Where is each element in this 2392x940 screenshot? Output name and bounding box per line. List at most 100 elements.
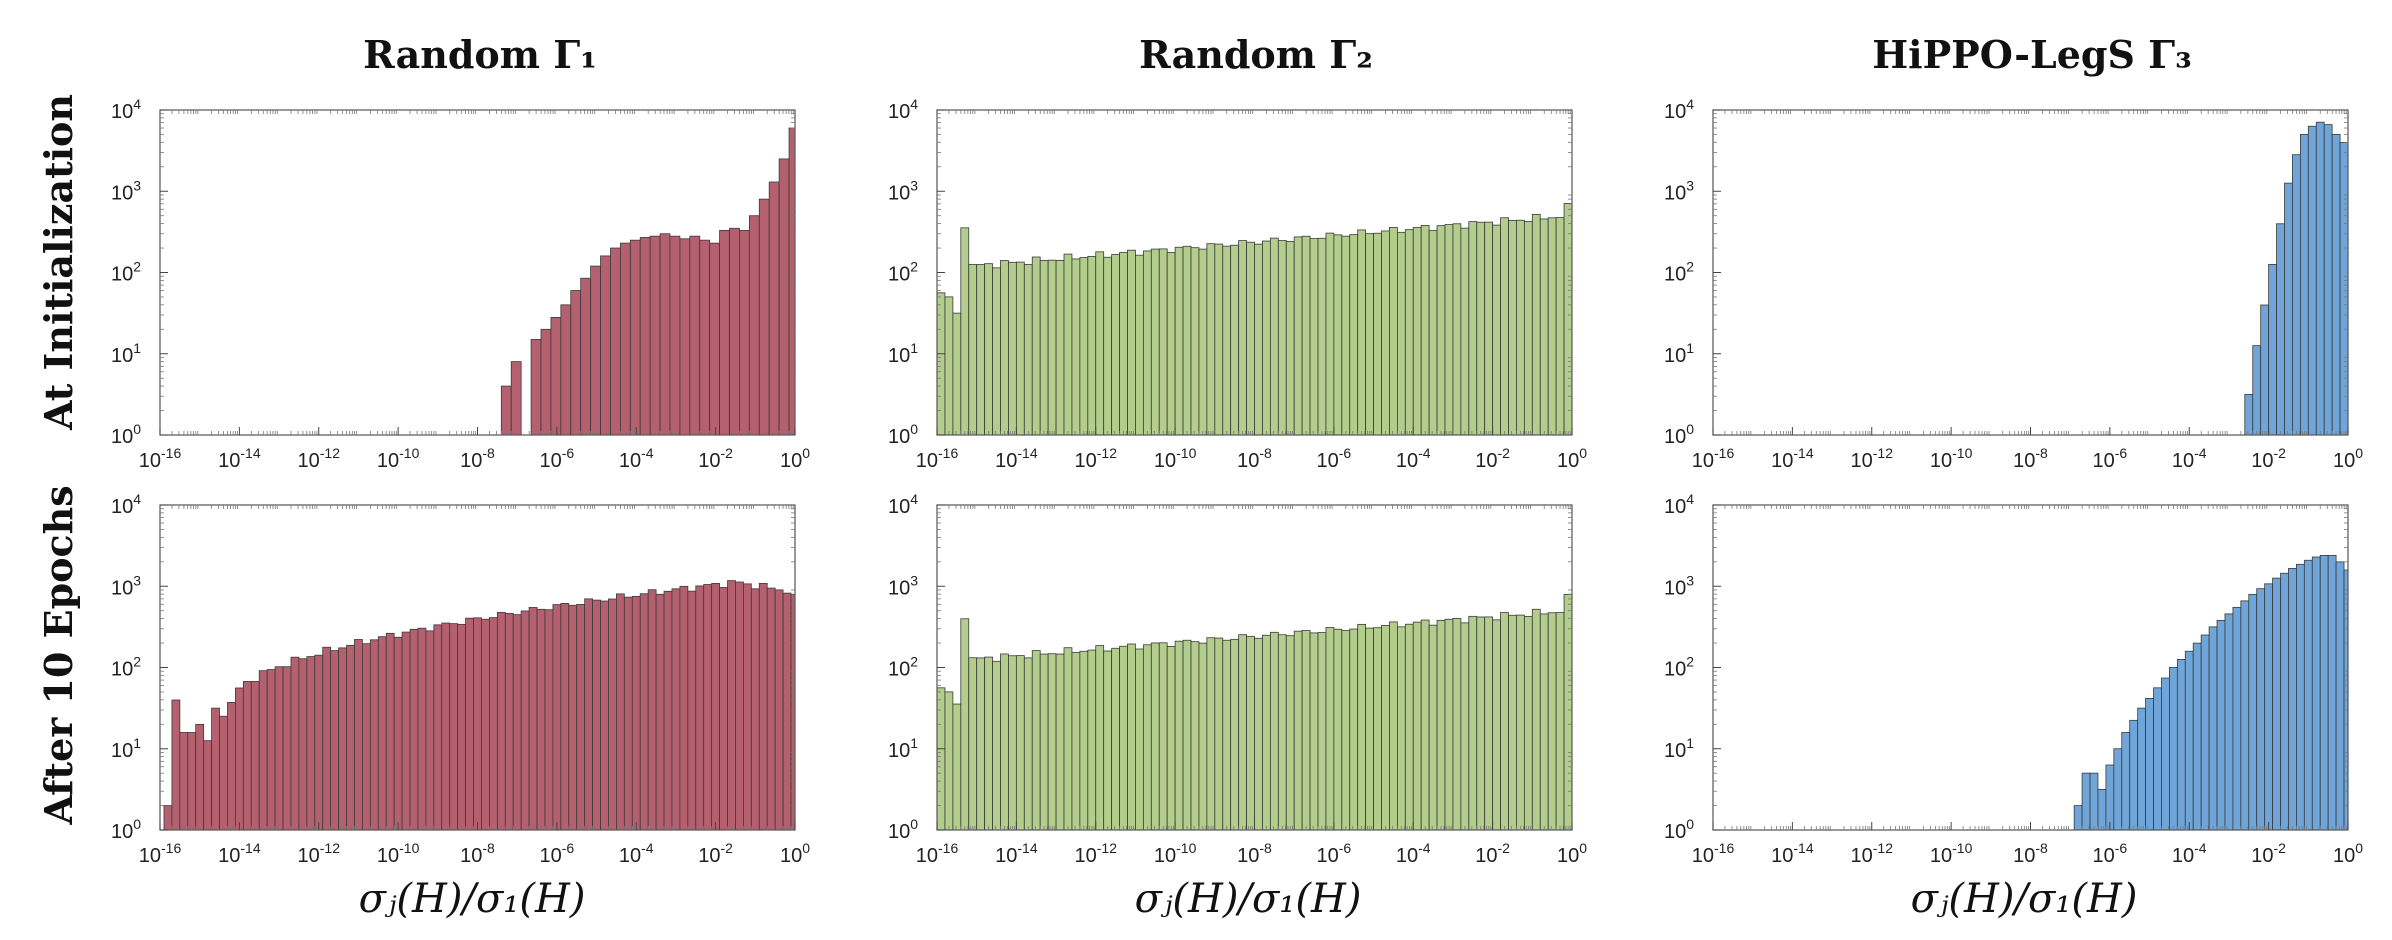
histogram-bar	[211, 707, 220, 831]
x-tick-label: 10-10	[377, 445, 420, 472]
histogram-bar	[1404, 623, 1414, 831]
histogram-bar	[1349, 234, 1359, 436]
histogram-bar	[1135, 254, 1144, 436]
histogram-bar	[1412, 621, 1422, 831]
y-tick-label: 103	[1664, 572, 1694, 599]
histogram-bar	[1325, 627, 1335, 831]
histogram-bar	[1523, 221, 1533, 436]
histogram-bar	[1015, 261, 1025, 436]
x-tick-label: 10-4	[1396, 445, 1431, 472]
x-tick-label: 10-12	[298, 445, 341, 472]
histogram-bar	[1230, 638, 1240, 831]
y-tick-label: 102	[111, 259, 141, 286]
y-tick-label: 101	[111, 735, 141, 762]
histogram-bar	[2280, 572, 2289, 831]
histogram-bar	[1055, 260, 1065, 436]
histogram-bar	[540, 328, 552, 436]
histogram-bar	[1285, 635, 1295, 831]
x-tick-label: 10-6	[2093, 445, 2128, 472]
histogram-bar	[1563, 593, 1573, 831]
histogram-bar	[936, 687, 946, 831]
histogram-bar	[1063, 647, 1073, 831]
histogram-bar	[187, 732, 197, 831]
x-tick-label: 10-10	[1930, 840, 1973, 867]
histogram-bar	[952, 703, 962, 831]
histogram-bar	[2137, 707, 2146, 831]
histogram-bar	[2224, 613, 2234, 831]
histogram-bar	[1214, 637, 1224, 831]
histogram-bar	[739, 229, 750, 436]
histogram-bar	[2339, 142, 2349, 436]
histogram-bar	[1198, 642, 1208, 831]
histogram-bar	[1317, 237, 1327, 436]
histogram-bar	[2105, 764, 2115, 831]
histogram-bar	[711, 582, 720, 831]
histogram-bar	[1246, 241, 1255, 436]
histogram-bar	[1396, 626, 1406, 831]
histogram-bar	[1206, 637, 1216, 831]
histogram-bar	[530, 339, 542, 436]
histogram-bar	[2244, 393, 2254, 436]
histogram-bar	[1381, 625, 1390, 831]
column-title-1: Random Γ₁	[363, 32, 597, 77]
xlabel-col3: σⱼ(H)/σ₁(H)	[1911, 876, 2138, 922]
histogram-bar	[1182, 245, 1192, 436]
histogram-bar	[274, 666, 284, 831]
y-tick-label: 103	[1664, 177, 1694, 204]
histogram-bar	[1095, 251, 1105, 436]
histogram-bar	[968, 657, 978, 831]
x-tick-label: 100	[1557, 445, 1587, 472]
histogram-bar	[703, 584, 713, 831]
histogram-bar	[409, 628, 419, 831]
histogram-bar	[778, 158, 790, 436]
histogram-bar	[1357, 623, 1367, 831]
histogram-bar	[758, 583, 768, 831]
histogram-bar	[2331, 133, 2341, 436]
x-tick-label: 10-14	[1771, 445, 1814, 472]
histogram-bar	[536, 608, 546, 831]
histogram-bar	[1182, 639, 1192, 831]
panel-epoch10-gamma2: 10-16 10-14 10-12 10-10 10-8 10-6 10-4 10-2 100 1…	[888, 491, 1587, 867]
histogram-bar	[2272, 577, 2281, 831]
histogram-bar	[976, 657, 986, 831]
histogram-bar	[629, 239, 641, 436]
panel-init-gamma1: 10-16 10-14 10-12 10-10 10-8 10-6 10-4 10-2 100 1…	[111, 96, 810, 472]
histogram-bar	[322, 646, 332, 831]
histogram-bar	[1206, 243, 1216, 436]
histogram-bar	[1547, 612, 1557, 831]
y-tick-label: 101	[888, 735, 918, 762]
y-tick-label: 104	[111, 491, 141, 518]
histogram-bar	[1428, 624, 1438, 831]
histogram-bar	[1277, 634, 1287, 831]
histogram-bar	[1389, 621, 1398, 831]
histogram-bar	[1238, 634, 1247, 831]
x-tick-label: 10-6	[1317, 445, 1352, 472]
histogram-bar	[2248, 593, 2258, 831]
histogram-bar	[631, 595, 641, 831]
x-tick-label: 10-10	[1154, 840, 1197, 867]
histogram-bar	[2113, 748, 2123, 831]
histogram-bar	[330, 650, 340, 831]
histogram-bar	[639, 237, 651, 436]
histogram-bar	[944, 691, 954, 831]
x-tick-label: 10-14	[218, 445, 261, 472]
x-tick-label: 10-4	[2172, 840, 2207, 867]
panel-init-gamma3: 10-16 10-14 10-12 10-10 10-8 10-6 10-4 10-2 100 1…	[1664, 96, 2363, 472]
histogram-bar	[1039, 260, 1049, 436]
histogram-bar	[1476, 616, 1486, 831]
histogram-bar	[1500, 612, 1509, 831]
histogram-bar	[1444, 618, 1454, 831]
x-tick-label: 10-2	[698, 840, 733, 867]
histogram-bar	[1008, 655, 1017, 831]
histogram-bar	[639, 593, 649, 831]
histogram-bar	[576, 604, 586, 831]
histogram-bar	[580, 277, 592, 436]
histogram-bar	[1142, 250, 1152, 436]
histogram-bar	[1142, 644, 1152, 831]
histogram-bar	[2307, 125, 2317, 436]
histogram-bar	[1547, 217, 1557, 436]
histogram-bar	[1523, 615, 1533, 831]
histogram-bar	[699, 239, 711, 436]
histogram-bar	[1119, 645, 1128, 831]
histogram-bar	[2276, 223, 2285, 436]
